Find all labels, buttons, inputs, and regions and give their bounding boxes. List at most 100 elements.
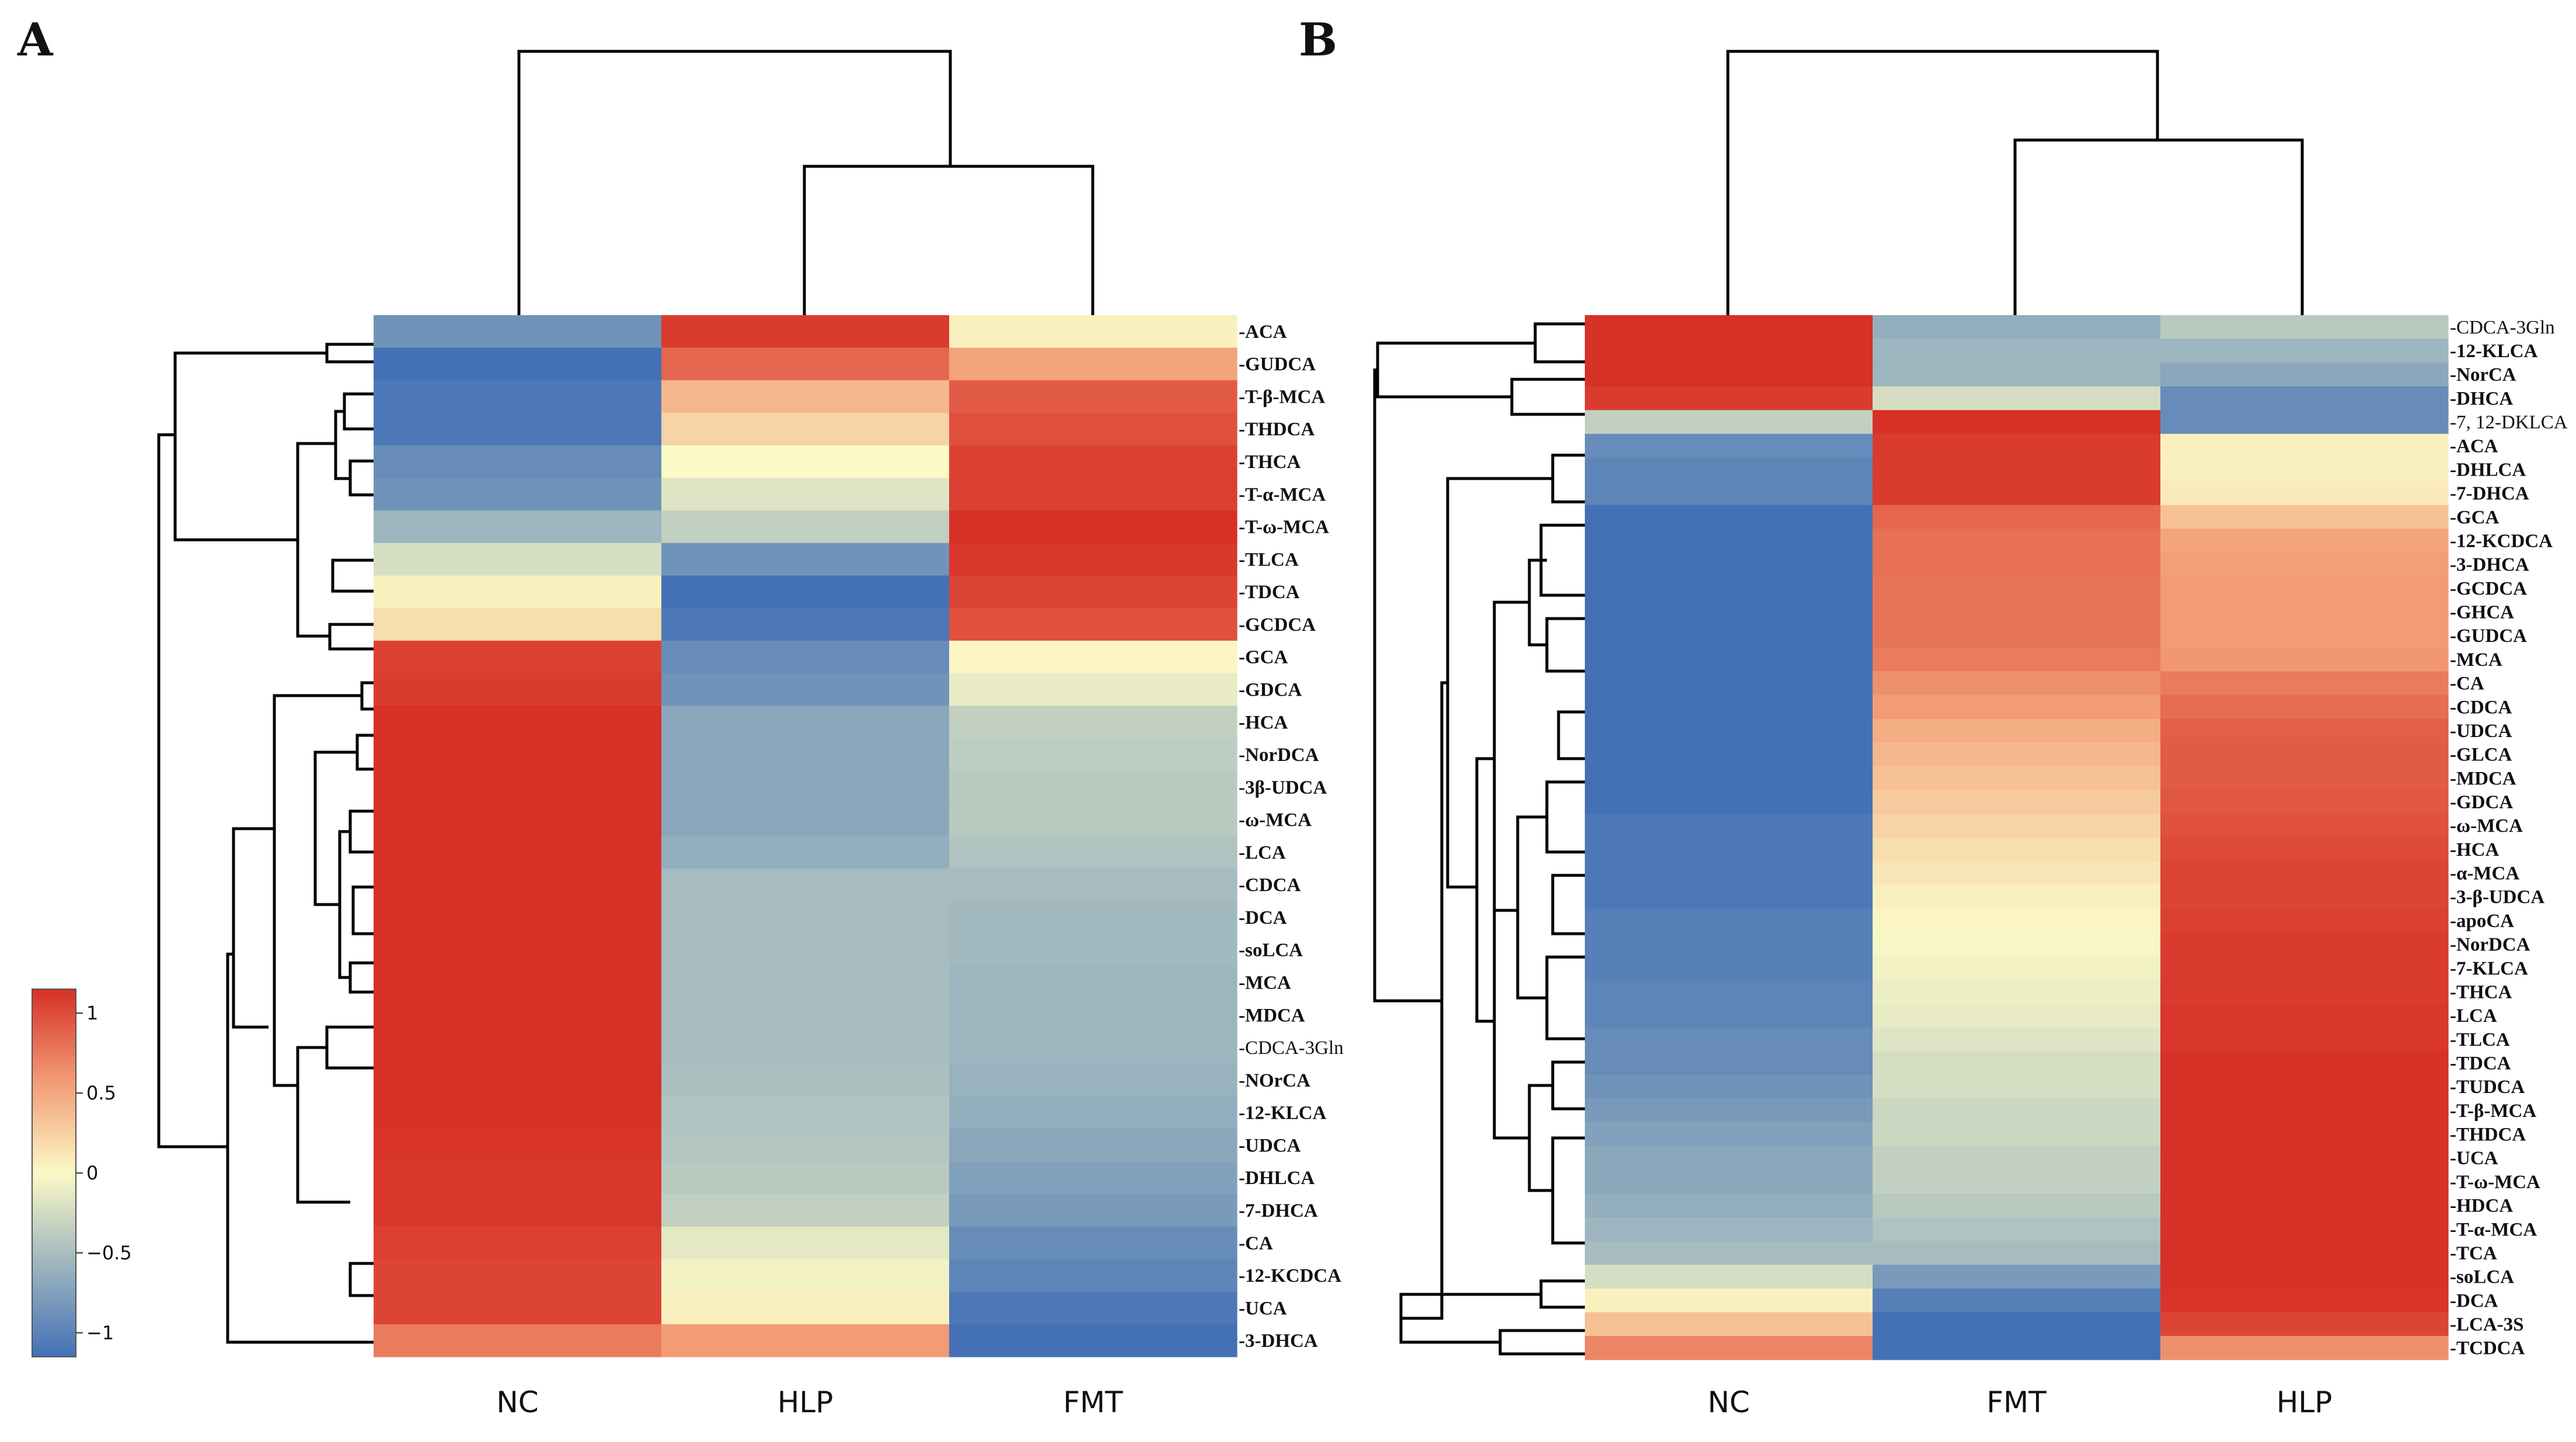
heatmap-cell [949,380,1238,413]
row-label: -NorCA [2450,365,2516,386]
heatmap-cell [2160,790,2449,814]
heatmap-cell [1873,529,2161,553]
row-label: -UDCA [1239,1135,1301,1156]
heatmap-cell [1873,1146,2161,1171]
row-label: -GHCA [2450,602,2514,623]
heatmap-cell [949,315,1238,348]
heatmap-cell [374,1291,662,1325]
heatmap-cell [949,1129,1238,1162]
heatmap-cell [2160,362,2449,387]
heatmap-cell [949,510,1238,544]
heatmap-cell [374,510,662,544]
heatmap-cell [1585,909,1873,933]
heatmap-cell [1873,386,2161,411]
heatmap-cell [1873,600,2161,624]
row-label: -GCA [1239,647,1288,668]
heatmap-cell [1585,742,1873,767]
heatmap-cell [661,510,950,544]
colorbar-tick-label: −1 [86,1322,114,1344]
row-label: -ACA [1239,322,1287,343]
heatmap-cell [1585,1169,1873,1194]
heatmap-cell [661,836,950,869]
row-label: -NorDCA [1239,745,1319,766]
panel-a-column-dendrogram [517,50,1094,315]
heatmap-cell [1873,932,2161,957]
row-label: -12-KLCA [2450,341,2537,362]
heatmap-cell [661,1063,950,1097]
heatmap-cell [374,608,662,641]
heatmap-cell [661,1194,950,1227]
heatmap-cell [1585,1193,1873,1218]
row-label: -CDCA [1239,875,1301,896]
row-label: -GCDCA [2450,578,2527,599]
heatmap-cell [1873,315,2161,340]
heatmap-cell [1873,909,2161,933]
heatmap-cell [2160,576,2449,600]
heatmap-cell [2160,1265,2449,1289]
heatmap-cell [2160,600,2449,624]
heatmap-cell [374,998,662,1032]
heatmap-cell [1873,861,2161,885]
heatmap-cell [661,608,950,641]
heatmap-cell [1585,386,1873,411]
row-label: -T-α-MCA [1239,484,1326,505]
heatmap-cell [661,933,950,967]
colorbar-tick-label: −0.5 [86,1242,132,1264]
heatmap-cell [374,380,662,413]
heatmap-cell [374,803,662,837]
heatmap-cell [949,998,1238,1032]
row-label: -TDCA [2450,1053,2511,1074]
heatmap-cell [661,1324,950,1357]
column-label: HLP [778,1385,834,1419]
column-label: FMT [1986,1385,2047,1419]
heatmap-cell [2160,932,2449,957]
heatmap-cell [1585,1098,1873,1123]
row-label: -3β-UDCA [1239,777,1327,798]
row-label: -GCDCA [1239,614,1316,636]
row-label: -MCA [2450,650,2502,671]
heatmap-cell [2160,694,2449,720]
heatmap-cell [374,673,662,706]
row-label: -GUDCA [2450,626,2527,647]
row-label: -THDCA [2450,1125,2526,1146]
heatmap-cell [1585,1003,1873,1028]
heatmap-cell [374,1324,662,1357]
heatmap-cell [374,1226,662,1260]
row-label: -ω-MCA [1239,810,1312,831]
heatmap-cell [661,1291,950,1325]
row-label: -CA [1239,1233,1273,1254]
heatmap-cell [2160,338,2449,363]
heatmap-cell [1585,837,1873,862]
heatmap-cell [1585,1146,1873,1171]
heatmap-cell [661,1161,950,1195]
heatmap-cell [1585,1217,1873,1242]
colorbar [32,989,76,1357]
heatmap-cell [374,1063,662,1097]
heatmap-cell [1585,338,1873,363]
heatmap-cell [2160,410,2449,435]
row-label: -TUDCA [2450,1077,2525,1098]
colorbar-tick-label: 0 [86,1162,98,1184]
heatmap-cell [661,706,950,739]
row-label: -TLCA [2450,1029,2510,1050]
heatmap-cell [1585,529,1873,553]
heatmap-cell [1873,813,2161,838]
heatmap-cell [949,673,1238,706]
heatmap-cell [374,1031,662,1064]
heatmap-cell [661,901,950,934]
row-label: -DCA [2450,1290,2498,1311]
panel-b-column-dendrogram [1726,50,2304,315]
heatmap-cell [1873,766,2161,791]
heatmap-cell [2160,885,2449,909]
heatmap-cell [949,413,1238,446]
heatmap-cell [1585,813,1873,838]
heatmap-cell [374,445,662,479]
row-label: -DHLCA [2450,459,2526,480]
row-label: -7-DHCA [1239,1200,1318,1221]
heatmap-cell [661,868,950,902]
heatmap-cell [1873,434,2161,458]
heatmap-cell [2160,386,2449,411]
heatmap-cell [2160,671,2449,696]
heatmap-cell [1873,623,2161,648]
